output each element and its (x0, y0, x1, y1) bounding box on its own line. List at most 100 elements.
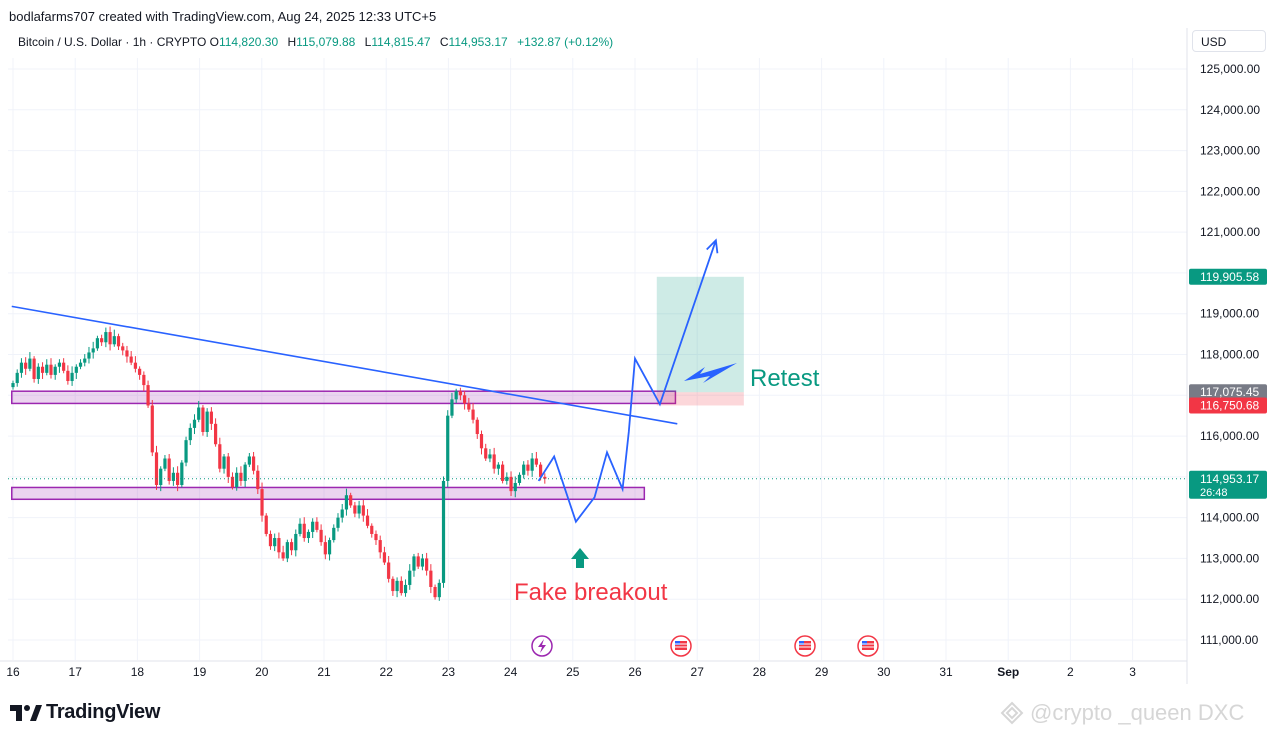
candle (454, 388, 458, 404)
candle (501, 461, 505, 484)
open-key: O (209, 35, 219, 49)
low-value: 114,815.47 (371, 35, 431, 49)
candle (176, 466, 180, 492)
candle-body (454, 391, 458, 400)
candle-body (403, 584, 408, 594)
candle-body (534, 458, 538, 465)
candle-body (133, 362, 138, 369)
candle (433, 584, 437, 600)
fake-breakout-arrow-icon (571, 548, 589, 568)
candle-body (209, 411, 213, 424)
us-flag-event-icon[interactable] (794, 635, 816, 657)
candle (40, 362, 45, 379)
candle-body (382, 552, 387, 563)
candle-body (91, 348, 95, 353)
price-tag-bg (1189, 470, 1267, 499)
candle (62, 358, 66, 374)
candle-body (218, 444, 222, 469)
x-tick-label: 3 (1129, 665, 1136, 679)
price-tag-label: 114,953.17 (1200, 472, 1259, 486)
candle (471, 403, 475, 424)
candle (353, 501, 357, 518)
x-tick-label: 25 (566, 665, 580, 679)
candle (116, 333, 121, 351)
candle-body (62, 362, 66, 371)
candle-body (517, 474, 522, 483)
candle (285, 539, 289, 563)
candle (294, 529, 298, 557)
candle-body (180, 462, 184, 486)
us-flag-event-icon[interactable] (670, 635, 692, 657)
candle-body (323, 542, 327, 555)
candle (15, 369, 19, 387)
candle (281, 545, 285, 561)
watermark: @crypto _queen DXC (1000, 700, 1244, 726)
flag-canton (799, 641, 804, 645)
candle (218, 437, 222, 473)
y-tick-label: 111,000.00 (1200, 633, 1259, 647)
candle-body (260, 489, 264, 516)
candle (357, 500, 361, 519)
high-key: H (287, 35, 297, 49)
candle-body (387, 562, 391, 579)
candle (171, 467, 175, 486)
candle-body (425, 558, 429, 571)
candle (437, 579, 441, 601)
candle (315, 517, 319, 533)
candle-body (349, 495, 353, 506)
currency-selector[interactable]: USD (1192, 30, 1266, 52)
candle-body (78, 362, 83, 367)
candle (311, 518, 315, 539)
candle (142, 371, 146, 392)
candle-body (395, 580, 399, 592)
tradingview-logo[interactable]: TradingView (10, 701, 160, 724)
candle-body (522, 464, 526, 475)
x-tick-label: Sep (997, 665, 1019, 679)
candle (104, 327, 108, 348)
candle (197, 400, 201, 423)
candle-body (32, 358, 36, 379)
candle (264, 513, 268, 537)
candle (247, 452, 251, 468)
candle (239, 466, 243, 486)
close-value: 114,953.17 (448, 35, 508, 49)
y-tick-label: 114,000.00 (1200, 511, 1259, 525)
candle (260, 482, 264, 522)
flag-canton (675, 641, 680, 645)
candle (370, 523, 374, 538)
candle (226, 452, 230, 483)
candle (467, 397, 471, 413)
candle-body (501, 464, 505, 481)
candle-body (159, 468, 163, 486)
candle (184, 436, 188, 467)
candle (273, 533, 277, 552)
candle (496, 462, 500, 475)
candles (11, 326, 547, 601)
price-tag-bg (1189, 397, 1267, 414)
candle (83, 354, 87, 367)
y-tick-label: 112,000.00 (1200, 592, 1259, 606)
candle-body (176, 472, 180, 486)
candle-body (298, 523, 302, 534)
candle (150, 399, 154, 457)
low-key: L (364, 35, 372, 49)
candle-body (188, 427, 192, 441)
candle-body (192, 419, 197, 428)
candle (399, 576, 403, 596)
candle (163, 455, 167, 472)
candle (138, 366, 142, 380)
candle (403, 579, 408, 597)
candle (108, 326, 112, 351)
candle-body (197, 407, 201, 420)
lightning-event-icon[interactable] (531, 635, 553, 657)
tradingview-logo-text: TradingView (46, 701, 161, 723)
y-tick-label: 125,000.00 (1200, 62, 1260, 76)
candle (256, 465, 260, 494)
candle-body (24, 362, 28, 369)
candle-body (467, 403, 471, 410)
candle (121, 342, 125, 356)
candle-body (433, 586, 437, 598)
us-flag-event-icon[interactable] (857, 635, 879, 657)
candle-body (391, 578, 395, 592)
